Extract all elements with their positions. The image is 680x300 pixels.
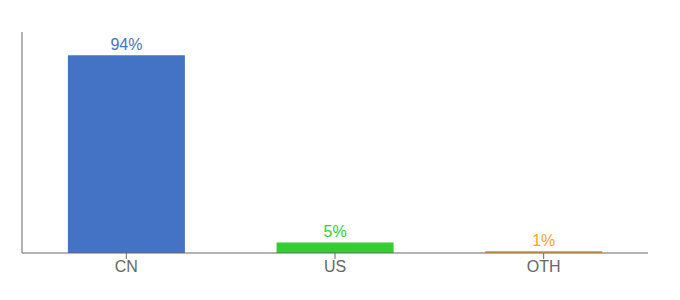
svg-text:CN: CN — [115, 258, 138, 275]
svg-text:94%: 94% — [110, 36, 142, 53]
svg-text:1%: 1% — [532, 232, 555, 249]
svg-text:US: US — [324, 258, 346, 275]
svg-text:5%: 5% — [324, 223, 347, 240]
svg-text:OTH: OTH — [527, 258, 561, 275]
